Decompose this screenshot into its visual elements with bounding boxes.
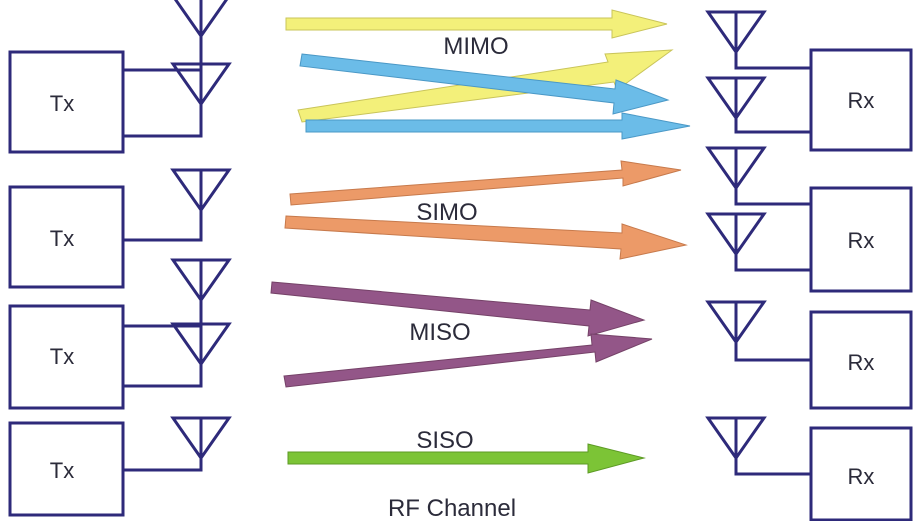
tx-block <box>8 185 125 289</box>
antenna-icon <box>171 416 231 468</box>
mimo-section: Tx MIMO Rx <box>8 0 913 154</box>
signal-arrow-green <box>287 443 646 474</box>
antenna-icon <box>706 76 766 128</box>
rx-label: Rx <box>848 350 875 375</box>
rx-antenna-feed <box>734 466 811 476</box>
tx-label: Tx <box>50 344 74 369</box>
antenna-icon <box>171 258 231 310</box>
rx-block <box>809 48 913 152</box>
antenna-icon <box>706 300 766 352</box>
signal-arrow-yellow <box>285 9 668 39</box>
rx-label: Rx <box>848 464 875 489</box>
rx-label: Rx <box>848 88 875 113</box>
tx-block <box>8 304 125 410</box>
rx-antenna-feed <box>734 196 811 272</box>
antenna-icon <box>706 10 766 62</box>
siso-section: Tx SISO Rx <box>8 416 913 521</box>
antenna-icon <box>171 322 231 374</box>
signal-arrow-purple <box>270 281 646 337</box>
tx-label: Tx <box>50 226 74 251</box>
signal-arrow-blue <box>305 112 691 140</box>
tx-antenna-feed <box>123 218 203 242</box>
rx-label: Rx <box>848 228 875 253</box>
scheme-label: SISO <box>416 427 473 454</box>
simo-section: Tx SIMO Rx <box>8 146 913 293</box>
rx-block <box>809 426 913 521</box>
tx-block <box>8 50 125 154</box>
antenna-icon <box>706 416 766 468</box>
tx-label: Tx <box>50 458 74 483</box>
signal-arrow-purple <box>283 333 653 388</box>
scheme-label: SIMO <box>416 199 477 226</box>
rx-antenna-feed <box>734 350 811 362</box>
rx-antenna-feed <box>734 60 811 134</box>
footer-label: RF Channel <box>388 495 516 521</box>
tx-label: Tx <box>50 91 74 116</box>
antenna-icon <box>706 212 766 264</box>
antenna-icon <box>706 146 766 198</box>
rx-block <box>809 310 913 410</box>
signal-arrow-orange <box>289 160 682 206</box>
miso-section: Tx MISO Rx <box>8 258 913 410</box>
antenna-icon <box>171 168 231 220</box>
tx-antenna-feed <box>123 44 203 138</box>
signal-arrow-orange <box>284 215 688 260</box>
scheme-label: MISO <box>409 319 470 346</box>
tx-antenna-feed <box>123 466 203 472</box>
rx-block <box>809 186 913 293</box>
scheme-label: MIMO <box>443 33 508 60</box>
tx-block <box>8 421 125 517</box>
signal-arrow-blue <box>299 53 670 115</box>
antenna-icon <box>171 0 231 46</box>
